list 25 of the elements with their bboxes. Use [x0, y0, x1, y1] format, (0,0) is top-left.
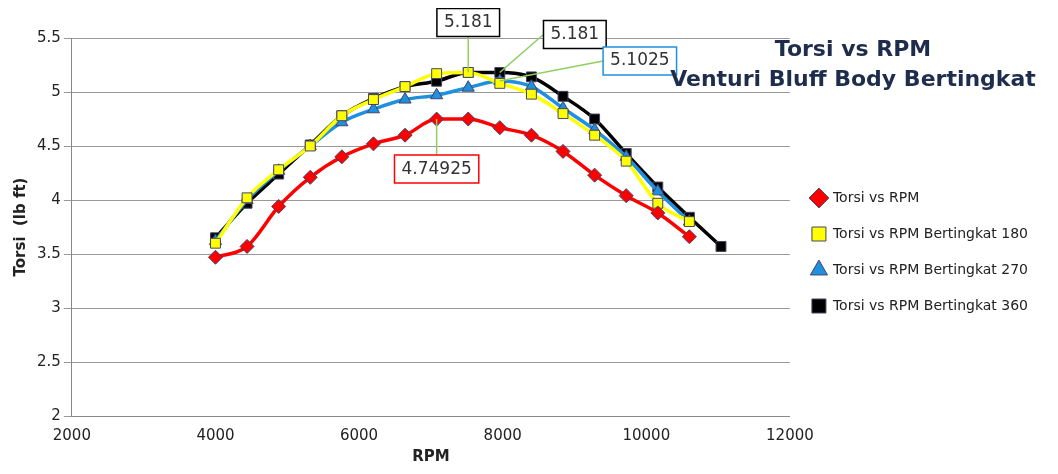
legend-label: Torsi vs RPM Bertingkat 360: [831, 296, 1029, 313]
y-tick-label: 5.5: [37, 27, 61, 46]
y-tick-label: 3.5: [37, 243, 61, 262]
text: Torsi vs RPM Venturi Bluff Body Bertingkat: [669, 35, 1037, 93]
x-tick-label: 10000: [622, 425, 671, 444]
x-tick-label: 6000: [339, 425, 379, 444]
annotation: 5.1025: [610, 49, 670, 70]
y-tick-label: 2.5: [37, 351, 61, 370]
x-tick-label: 4000: [196, 425, 235, 444]
legend-label: Torsi vs RPM Bertingkat 270: [831, 260, 1029, 277]
legend-label: Torsi vs RPM Bertingkat 180: [831, 224, 1029, 241]
x-tick-label: 2000: [52, 425, 91, 444]
y-tick-label: 3: [51, 297, 61, 316]
y-tick-label: 4.5: [37, 135, 61, 154]
annotation: 5.181: [550, 22, 600, 43]
legend-label: Torsi vs RPM: [831, 188, 920, 205]
annotation: 5.181: [443, 10, 493, 31]
y-tick-label: 2: [51, 405, 61, 424]
x-tick-label: 12000: [766, 425, 814, 444]
y-tick-label: 4: [51, 189, 61, 208]
y-tick-label: 5: [51, 81, 61, 100]
y-axis-title: Torsi (lb ft): [10, 177, 29, 277]
x-tick-label: 8000: [483, 425, 522, 444]
x-axis-title: RPM: [412, 446, 450, 465]
annotation: 4.74925: [401, 157, 472, 178]
